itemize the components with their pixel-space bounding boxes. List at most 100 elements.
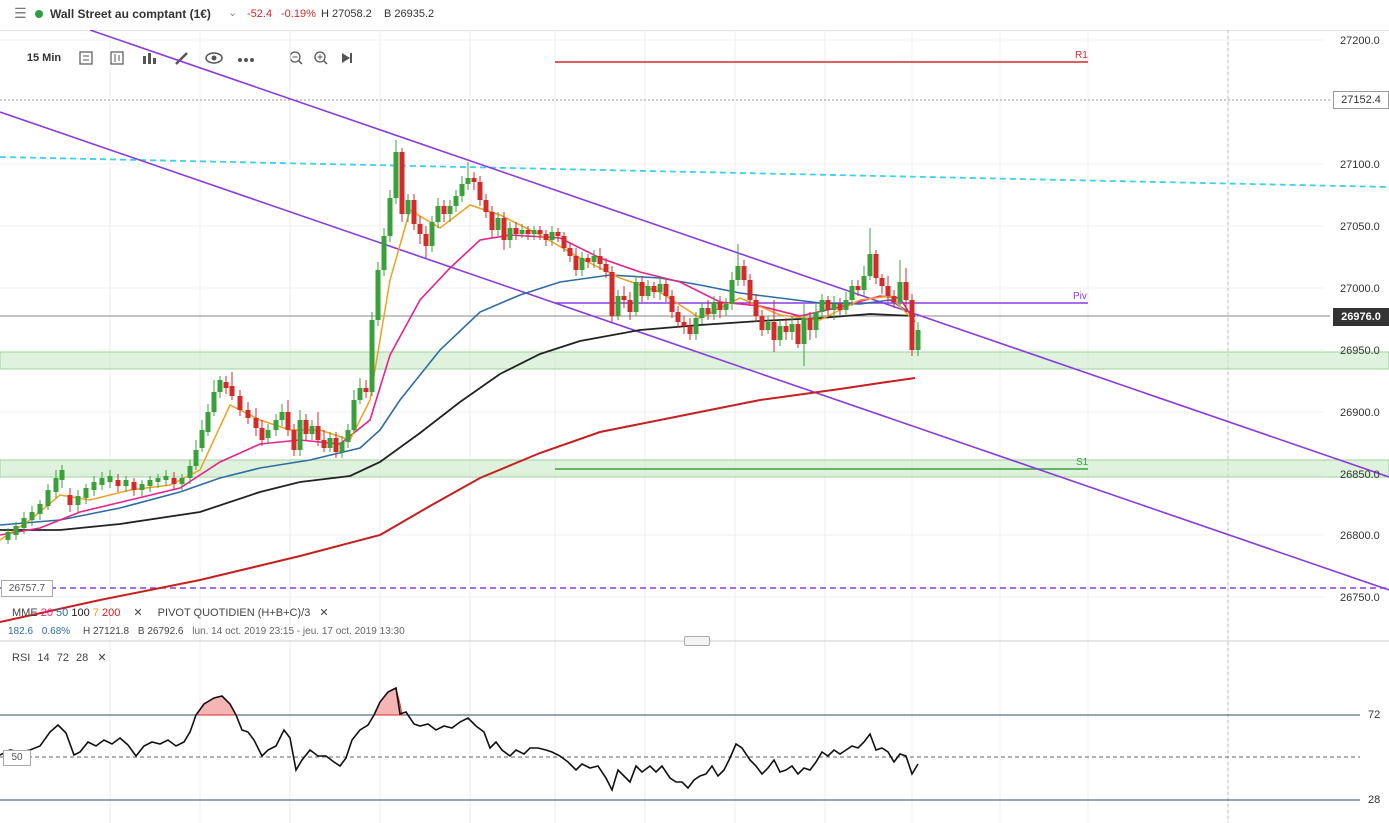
candle-body (831, 304, 837, 310)
candle-body (115, 480, 121, 486)
candle-body (417, 224, 423, 234)
candle-body (693, 318, 699, 334)
panel-resize-handle[interactable] (684, 636, 710, 646)
candle-body (681, 322, 687, 326)
candle-body (729, 280, 735, 304)
candle-body (495, 218, 501, 230)
range-period: lun. 14 oct. 2019 23:15 - jeu. 17 oct. 2… (192, 626, 405, 637)
rsi-close-icon[interactable]: ✕ (97, 652, 107, 664)
candle-body (67, 495, 73, 505)
candle-body (603, 264, 609, 272)
candle-body (471, 178, 477, 182)
ema200-line (0, 377, 916, 623)
pivot-label: Piv (1073, 291, 1087, 302)
candle-body (735, 266, 741, 280)
candle-body (155, 478, 161, 482)
candle-body (99, 478, 105, 485)
price-axis-label: 26950.0 (1340, 345, 1380, 357)
candle-body (567, 248, 573, 256)
upper-trend-line (89, 30, 1389, 478)
candle-body (139, 484, 145, 490)
rsi-name[interactable]: RSI (12, 652, 31, 664)
candle-body (279, 412, 285, 420)
candle-body (315, 426, 321, 440)
candle-body (825, 300, 831, 310)
candle-body (147, 480, 153, 486)
candle-body (59, 470, 65, 480)
candle-body (453, 196, 459, 206)
chevron-down-icon[interactable]: ⌄ (228, 7, 238, 19)
candle-body (37, 504, 43, 514)
candle-body (717, 302, 723, 310)
candle-body (795, 324, 801, 344)
range-high: H 27121.8 (82, 626, 130, 637)
candle-body (223, 382, 229, 388)
candle-body (897, 282, 903, 302)
price-axis-label: 27050.0 (1340, 221, 1380, 233)
play-forward-icon[interactable] (340, 46, 354, 70)
candle-body (861, 276, 867, 290)
candle-body (321, 440, 327, 448)
ema100-legend: 100 (71, 607, 90, 619)
s1-label: S1 (1076, 457, 1089, 468)
candle-body (669, 296, 675, 312)
candle-body (387, 198, 393, 236)
r1-label: R1 (1075, 50, 1088, 61)
crosshair-price-marker: 27152.4 (1333, 91, 1389, 109)
candle-body (675, 312, 681, 322)
pivot-legend-name[interactable]: PIVOT (157, 607, 191, 619)
candle-body (615, 296, 621, 316)
more-icon[interactable] (236, 46, 256, 70)
price-chart[interactable] (0, 30, 1389, 823)
candle-body (357, 388, 363, 400)
candle-body (879, 278, 885, 286)
rsi-period: 14 (37, 652, 50, 664)
candle-body (259, 428, 265, 440)
candle-body (621, 296, 627, 300)
ema7-legend: 7 (92, 607, 99, 619)
pivot-close-icon[interactable]: ✕ (319, 607, 329, 619)
price-change: -52.4 (247, 8, 273, 20)
candle-body (813, 312, 819, 330)
candle-body (723, 304, 729, 310)
bar-settings-icon[interactable] (109, 46, 125, 70)
rsi-axis-label: 72 (1368, 709, 1381, 721)
support-zones (0, 351, 1389, 478)
zoom-in-icon[interactable] (313, 46, 329, 70)
candle-body (123, 480, 129, 486)
timeframe-selector[interactable]: 15 Min (26, 52, 62, 64)
candle-body (291, 430, 297, 450)
draw-pencil-icon[interactable] (173, 46, 191, 70)
ema20-line (0, 234, 916, 536)
candle-body (303, 420, 309, 434)
session-low: B 26935.2 (384, 8, 435, 20)
candle-body (807, 318, 813, 330)
candle-body (915, 330, 921, 350)
candle-body (429, 222, 435, 246)
candle-body (53, 478, 59, 492)
candle-body (489, 212, 495, 230)
candle-body (483, 200, 489, 212)
price-axis-label: 27000.0 (1340, 283, 1380, 295)
candle-body (663, 284, 669, 296)
indicator-icon[interactable] (141, 46, 159, 70)
candle-body (747, 280, 753, 300)
candle-body (531, 230, 537, 234)
rsi-mid-marker: 50 (3, 750, 31, 766)
eye-icon[interactable] (204, 46, 224, 70)
ema50-line (0, 274, 916, 526)
ema-legend-name[interactable]: MME (12, 607, 38, 619)
candle-body (163, 476, 169, 480)
candle-body (819, 300, 825, 312)
candle-body (13, 526, 19, 535)
candle-body (549, 232, 555, 240)
candle-body (579, 258, 585, 270)
candle-body (399, 152, 405, 214)
hamburger-menu-icon[interactable]: ☰ (14, 5, 27, 21)
ema-close-icon[interactable]: ✕ (133, 607, 143, 619)
rsi-legend: RSI 14 72 28 ✕ (12, 651, 107, 664)
candle-type-icon[interactable] (78, 46, 94, 70)
candle-body (759, 316, 765, 330)
instrument-name[interactable]: Wall Street au comptant (1€) (50, 7, 211, 21)
candle-body (265, 430, 271, 438)
